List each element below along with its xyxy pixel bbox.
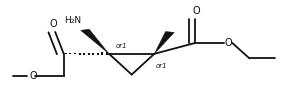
Text: O: O [29,71,37,81]
Text: O: O [192,6,200,16]
Text: O: O [224,38,232,48]
Text: or1: or1 [116,43,128,49]
Text: H₂N: H₂N [63,16,81,25]
Polygon shape [81,29,109,54]
Text: or1: or1 [156,63,167,69]
Text: O: O [50,19,57,29]
Polygon shape [154,31,174,54]
